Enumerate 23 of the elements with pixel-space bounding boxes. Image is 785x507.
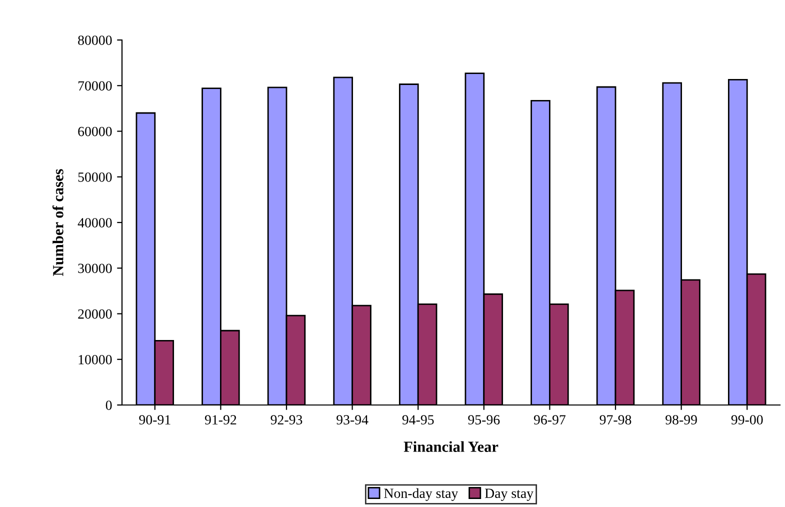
y-tick-label: 10000: [78, 354, 112, 364]
legend-label: Day stay: [484, 488, 534, 501]
y-tick-label: 60000: [78, 126, 112, 136]
y-tick-label: 70000: [78, 81, 112, 91]
y-tick-label: 20000: [78, 309, 112, 319]
x-axis-title: Financial Year: [404, 441, 498, 452]
y-tick-label: 30000: [78, 264, 112, 274]
x-tick-label: 91-92: [204, 415, 236, 424]
x-tick-label: 97-98: [600, 415, 632, 424]
x-tick-label: 95-96: [468, 415, 500, 424]
x-tick-label: 92-93: [270, 415, 302, 424]
x-tick-label: 98-99: [666, 415, 697, 424]
y-tick-label: 0: [106, 400, 112, 410]
x-tick-label: 90-91: [139, 415, 170, 424]
y-tick-label: 50000: [78, 172, 112, 182]
x-tick-label: 93-94: [336, 415, 368, 424]
x-tick-label: 94-95: [402, 415, 434, 424]
x-tick-label: 96-97: [534, 415, 566, 424]
legend-label: Non-day stay: [384, 488, 458, 501]
y-axis-title: Number of cases: [52, 169, 64, 276]
x-tick-label: 99-00: [731, 415, 763, 424]
y-tick-label: 40000: [78, 218, 112, 228]
y-tick-label: 80000: [78, 36, 112, 45]
